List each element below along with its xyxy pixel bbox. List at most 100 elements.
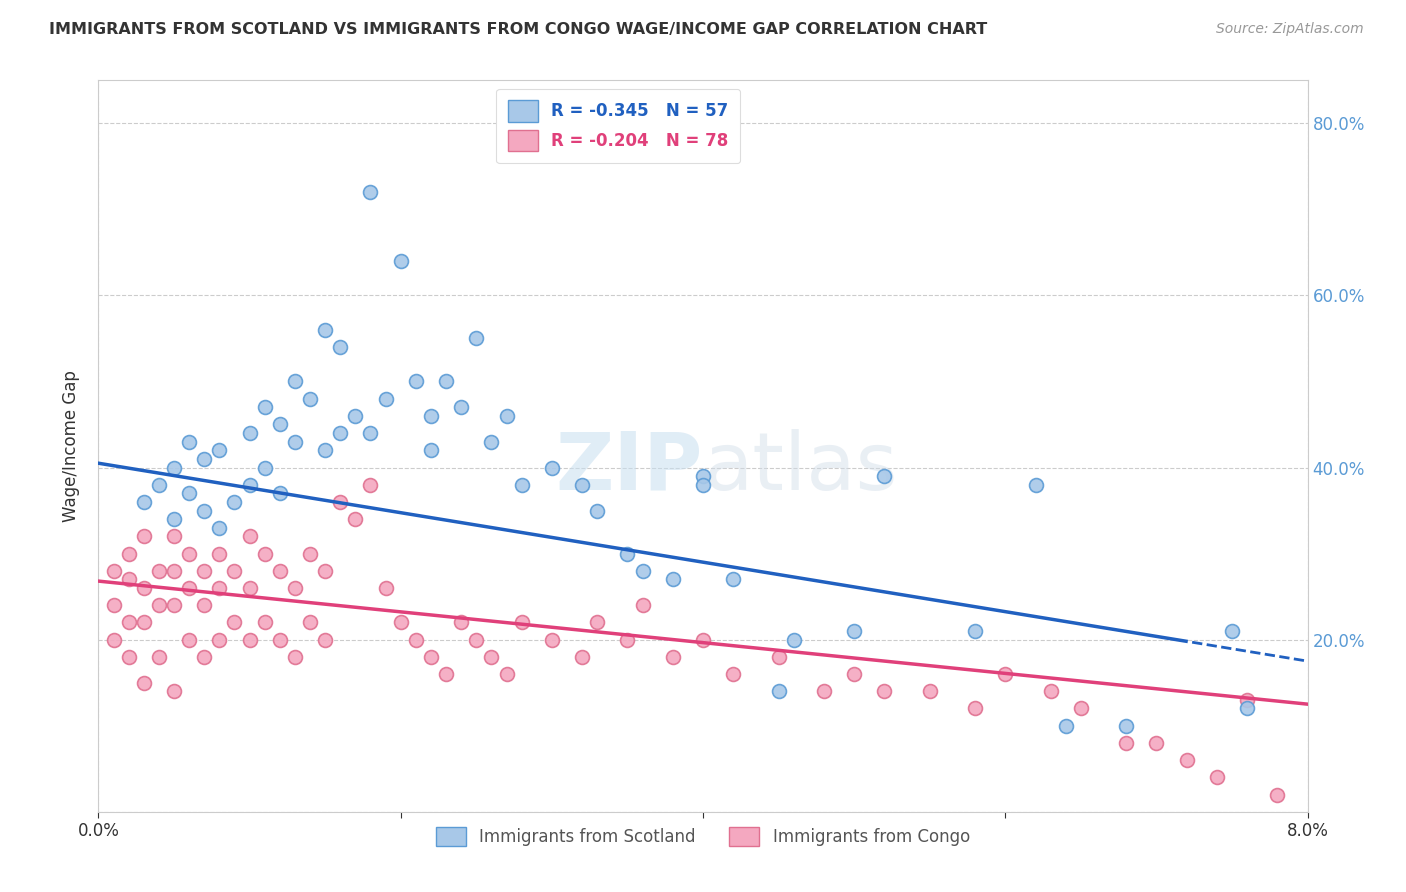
Point [389, 615, 412, 630]
Point [284, 581, 307, 595]
Point [873, 684, 896, 698]
Point [389, 254, 412, 268]
Point [844, 624, 866, 638]
Point [179, 486, 201, 500]
Point [1039, 684, 1062, 698]
Point [813, 684, 835, 698]
Point [329, 340, 352, 354]
Point [299, 392, 322, 406]
Point [1115, 719, 1137, 733]
Point [208, 547, 231, 561]
Point [481, 434, 503, 449]
Point [253, 547, 276, 561]
Point [179, 547, 201, 561]
Point [193, 564, 215, 578]
Point [269, 417, 291, 432]
Point [510, 477, 533, 491]
Point [314, 564, 336, 578]
Point [692, 469, 714, 483]
Point [540, 632, 562, 647]
Point [692, 632, 714, 647]
Point [1115, 736, 1137, 750]
Point [253, 460, 276, 475]
Point [723, 667, 745, 681]
Point [208, 443, 231, 458]
Point [179, 632, 201, 647]
Point [118, 615, 141, 630]
Point [1236, 701, 1258, 715]
Point [723, 573, 745, 587]
Point [163, 684, 186, 698]
Point [224, 615, 246, 630]
Point [163, 564, 186, 578]
Point [450, 401, 472, 415]
Point [481, 649, 503, 664]
Point [208, 521, 231, 535]
Point [768, 649, 790, 664]
Point [420, 443, 443, 458]
Point [132, 581, 155, 595]
Point [661, 649, 683, 664]
Point [465, 632, 488, 647]
Point [103, 564, 125, 578]
Point [1175, 753, 1198, 767]
Point [420, 649, 443, 664]
Point [1236, 693, 1258, 707]
Point [179, 434, 201, 449]
Point [450, 615, 472, 630]
Point [193, 598, 215, 612]
Point [540, 460, 562, 475]
Point [132, 675, 155, 690]
Point [965, 701, 987, 715]
Point [193, 451, 215, 466]
Point [284, 434, 307, 449]
Text: ZIP: ZIP [555, 429, 703, 507]
Point [314, 323, 336, 337]
Point [239, 426, 262, 441]
Point [118, 649, 141, 664]
Point [103, 598, 125, 612]
Point [118, 547, 141, 561]
Text: IMMIGRANTS FROM SCOTLAND VS IMMIGRANTS FROM CONGO WAGE/INCOME GAP CORRELATION CH: IMMIGRANTS FROM SCOTLAND VS IMMIGRANTS F… [49, 22, 987, 37]
Point [329, 426, 352, 441]
Point [360, 426, 382, 441]
Point [224, 564, 246, 578]
Point [873, 469, 896, 483]
Point [571, 477, 593, 491]
Point [692, 477, 714, 491]
Point [420, 409, 443, 423]
Point [132, 615, 155, 630]
Point [360, 477, 382, 491]
Point [510, 615, 533, 630]
Point [224, 495, 246, 509]
Point [148, 564, 170, 578]
Text: atlas: atlas [703, 429, 897, 507]
Point [118, 573, 141, 587]
Point [434, 667, 457, 681]
Point [239, 529, 262, 543]
Point [1054, 719, 1077, 733]
Point [148, 649, 170, 664]
Point [163, 598, 186, 612]
Point [434, 375, 457, 389]
Point [269, 564, 291, 578]
Point [193, 503, 215, 517]
Point [239, 477, 262, 491]
Point [314, 443, 336, 458]
Point [1206, 770, 1229, 784]
Point [465, 331, 488, 345]
Point [132, 529, 155, 543]
Point [965, 624, 987, 638]
Point [616, 632, 638, 647]
Point [1070, 701, 1092, 715]
Point [239, 632, 262, 647]
Point [284, 649, 307, 664]
Point [132, 495, 155, 509]
Point [179, 581, 201, 595]
Y-axis label: Wage/Income Gap: Wage/Income Gap [62, 370, 80, 522]
Point [661, 573, 683, 587]
Point [344, 409, 367, 423]
Point [405, 632, 427, 647]
Point [1025, 477, 1047, 491]
Point [208, 632, 231, 647]
